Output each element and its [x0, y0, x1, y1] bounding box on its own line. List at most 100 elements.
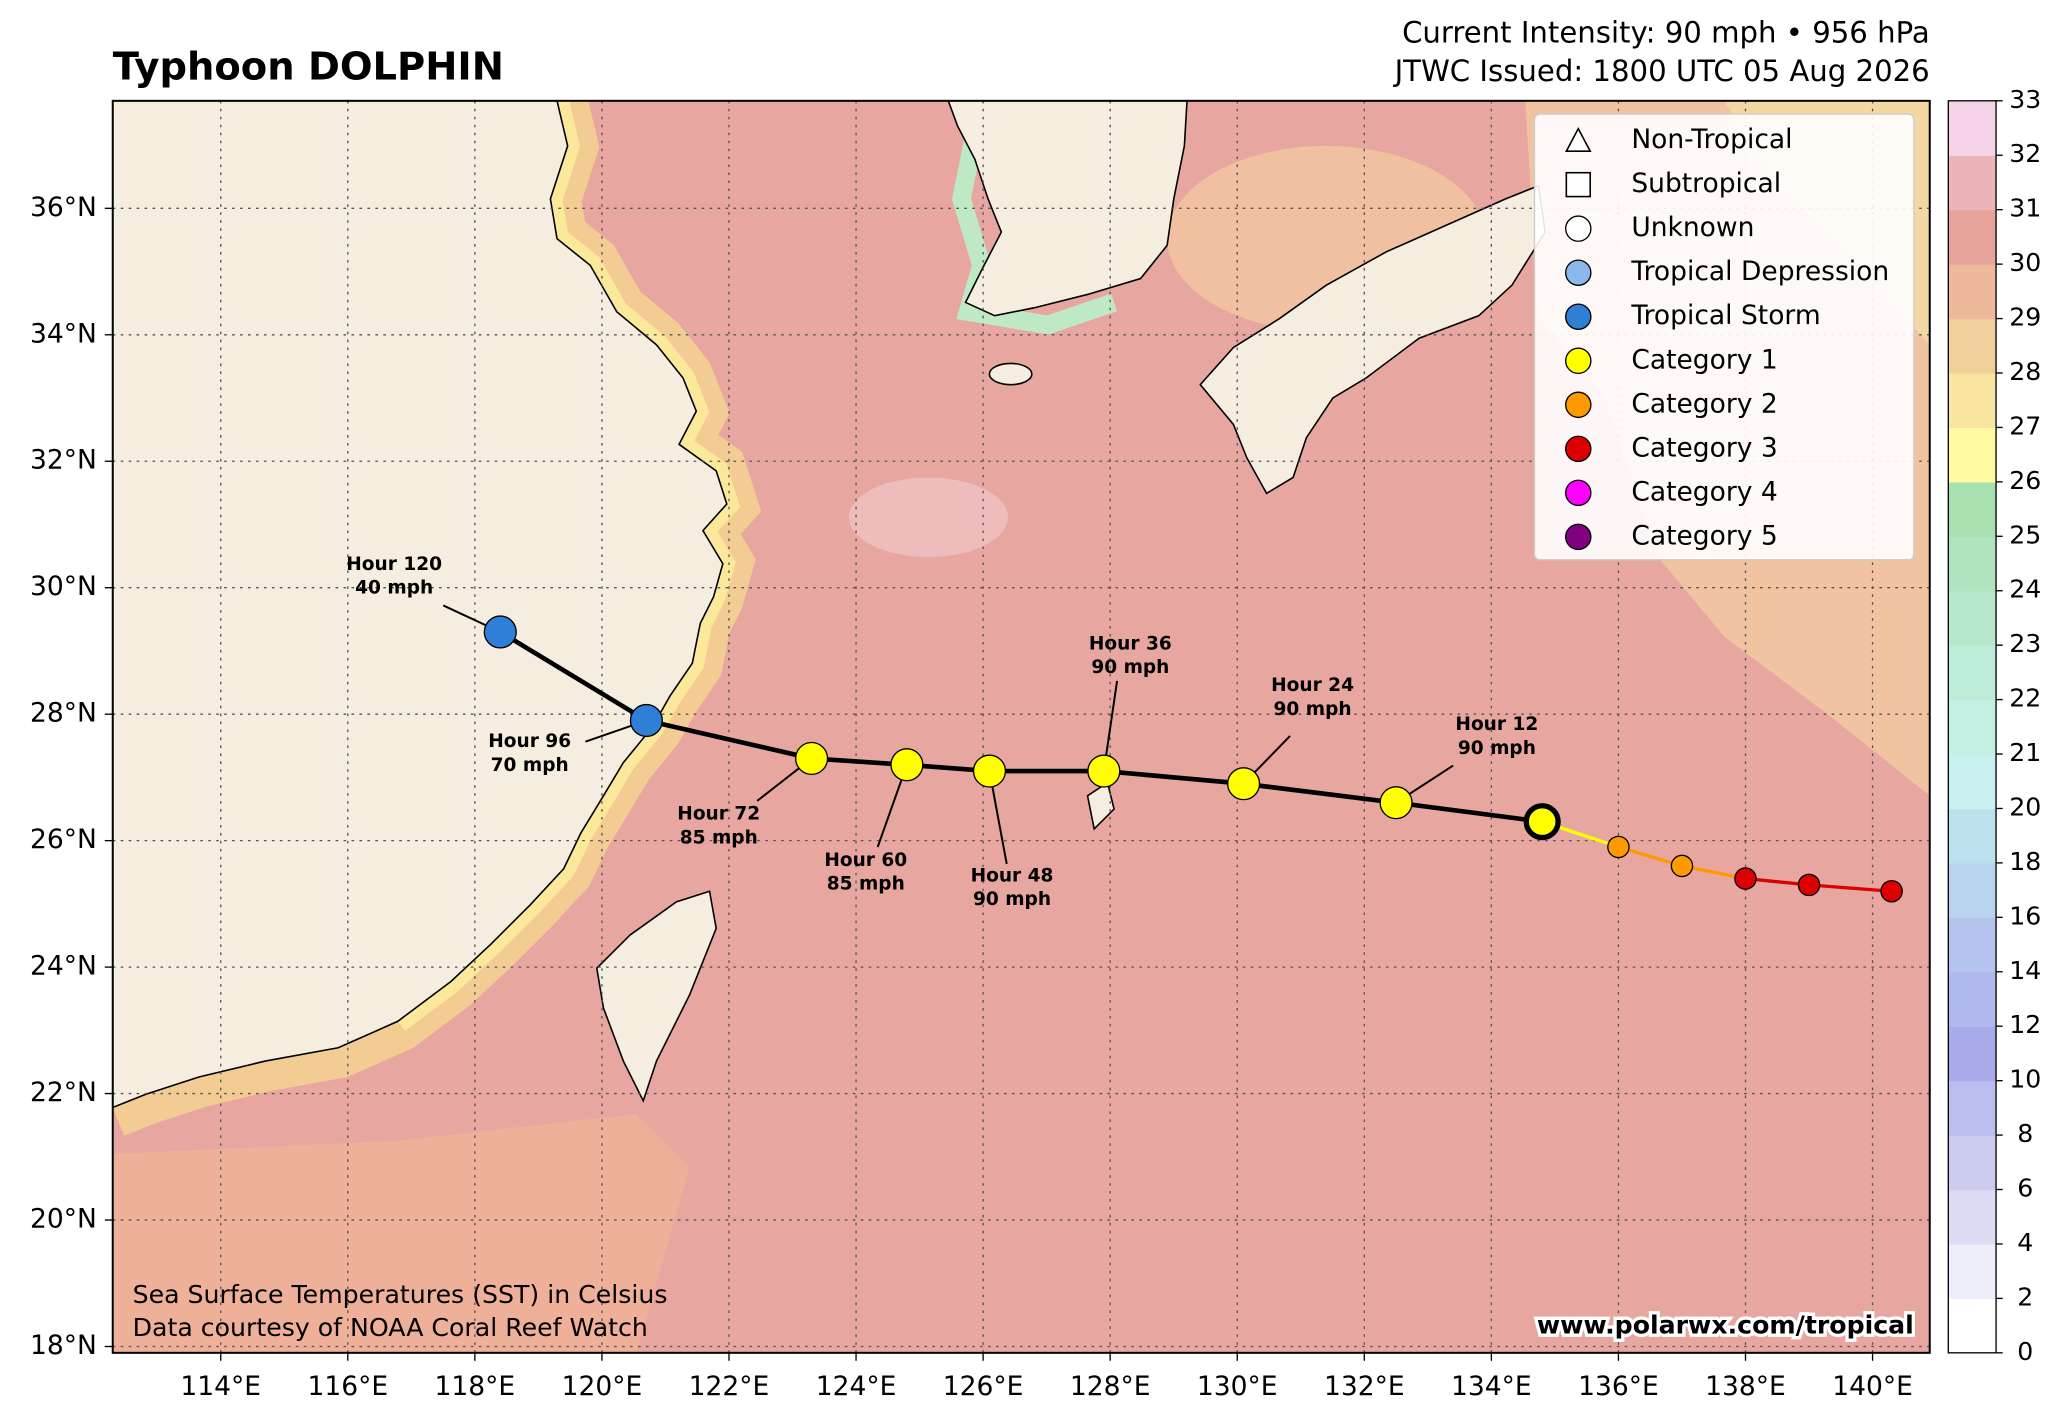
sst-patch — [848, 477, 1008, 558]
track-point — [1734, 867, 1757, 890]
track-label-hour: Hour 96 — [488, 731, 571, 752]
colorbar-tick-label: 23 — [2009, 629, 2041, 658]
lat-tick-label: 24°N — [30, 951, 97, 982]
track-point — [890, 748, 924, 782]
legend-symbol — [1565, 171, 1592, 198]
track-segment — [1807, 883, 1894, 893]
colorbar-swatch — [1948, 264, 1997, 320]
lat-tick-label: 30°N — [30, 571, 97, 602]
colorbar-tick-label: 32 — [2009, 139, 2041, 168]
track-segment — [644, 718, 814, 761]
colorbar-tick-label: 26 — [2009, 466, 2041, 495]
track-point — [1670, 854, 1694, 878]
track-label-wind: 90 mph — [973, 889, 1051, 910]
track-segment — [1393, 800, 1545, 824]
lon-tick-label: 136°E — [1578, 1371, 1659, 1402]
colorbar-swatch — [1948, 590, 1997, 646]
colorbar-tick-label: 12 — [2009, 1010, 2041, 1039]
colorbar-swatch — [1948, 645, 1997, 701]
land-jeju — [988, 362, 1033, 386]
track-segment — [1241, 781, 1399, 806]
track-label-hour: Hour 36 — [1089, 633, 1172, 654]
colorbar-frame — [1947, 100, 1997, 1354]
legend-label: Category 1 — [1631, 344, 1777, 375]
lon-tick-label: 132°E — [1324, 1371, 1405, 1402]
lon-tick-label: 128°E — [1070, 1371, 1151, 1402]
colorbar-swatch — [1948, 155, 1997, 211]
colorbar: 0246810121416182021222324252627282930313… — [1947, 85, 2041, 1366]
track-point — [1379, 786, 1413, 820]
legend-symbol — [1565, 126, 1592, 153]
lat-tick-label: 28°N — [30, 698, 97, 729]
colorbar-tick-label: 4 — [2017, 1228, 2033, 1257]
legend-symbol — [1565, 479, 1592, 507]
track-label-hour: Hour 60 — [824, 850, 907, 871]
track-point — [1880, 879, 1903, 903]
track: Hour 12 90 mph Hour 24 90 mph Hour 36 90 mph H… — [346, 554, 1903, 910]
track-label-wind: 85 mph — [827, 874, 905, 895]
track-label-hour: Hour 48 — [971, 865, 1054, 886]
colorbar-swatch — [1948, 862, 1997, 919]
colorbar-swatch — [1948, 1189, 1997, 1245]
lon-tick-label: 140°E — [1832, 1371, 1913, 1402]
track-label-wind: 85 mph — [680, 828, 758, 849]
intensity: Current Intensity: 90 mph • 956 hPa — [1402, 16, 1930, 50]
lon-tick-label: 138°E — [1705, 1371, 1786, 1402]
colorbar-swatch — [1948, 536, 1997, 592]
colorbar-tick-label: 28 — [2009, 357, 2041, 386]
lon-tick-label: 124°E — [816, 1371, 897, 1402]
colorbar-swatch — [1948, 427, 1997, 483]
legend-label: Category 4 — [1631, 476, 1777, 507]
lat-tick-label: 20°N — [30, 1204, 97, 1235]
legend-label: Subtropical — [1631, 168, 1781, 199]
land-japan — [1199, 184, 1546, 495]
lon-tick-label: 130°E — [1197, 1371, 1278, 1402]
colorbar-swatch — [1948, 699, 1997, 755]
colorbar-tick-label: 29 — [2009, 303, 2041, 332]
colorbar-tick-label: 18 — [2009, 847, 2041, 876]
legend-label: Category 2 — [1631, 388, 1777, 419]
legend-label: Category 5 — [1631, 520, 1777, 551]
land-taiwan — [595, 890, 718, 1103]
legend-symbol — [1565, 259, 1592, 286]
colorbar-tick-label: 0 — [2017, 1337, 2033, 1366]
colorbar-tick-label: 22 — [2009, 684, 2041, 713]
legend-symbol — [1565, 523, 1592, 551]
lat-tick-label: 18°N — [30, 1330, 97, 1361]
lon-tick-label: 118°E — [435, 1371, 516, 1402]
lat-tick-label: 32°N — [30, 445, 97, 476]
colorbar-swatch — [1948, 1298, 1997, 1354]
track-point — [1087, 754, 1121, 788]
track-segment — [497, 629, 649, 723]
sst-patch — [112, 1114, 690, 1353]
lat-tick-label: 36°N — [30, 192, 97, 223]
legend: Non-Tropical Subtropical Unknown Tropical D… — [1565, 124, 1889, 551]
colorbar-swatch — [1948, 481, 1997, 537]
colorbar-tick-label: 25 — [2009, 520, 2041, 549]
colorbar-swatch — [1948, 1243, 1997, 1300]
track-label-wind: 90 mph — [1274, 699, 1352, 720]
lat-tick-label: 34°N — [30, 318, 97, 349]
legend-symbol — [1565, 347, 1592, 375]
colorbar-swatch — [1948, 1135, 1997, 1191]
colorbar-swatch — [1948, 917, 1997, 973]
track-label-hour: Hour 12 — [1455, 714, 1538, 735]
colorbar-swatch — [1948, 1080, 1997, 1136]
title: Typhoon DOLPHIN — [113, 44, 504, 89]
issued: JTWC Issued: 1800 UTC 05 Aug 2026 — [1393, 54, 1930, 88]
track-point — [972, 754, 1007, 788]
track-label-wind: 70 mph — [491, 755, 569, 776]
track-label-wind: 90 mph — [1091, 657, 1169, 678]
colorbar-tick-label: 33 — [2009, 85, 2041, 114]
track-point — [1607, 835, 1630, 859]
axes: 114°E 116°E 118°E 120°E 122°E 124°E 126°E 128°E… — [30, 192, 1913, 1402]
legend-label: Category 3 — [1631, 432, 1777, 463]
legend-symbol — [1565, 303, 1592, 330]
colorbar-swatch — [1948, 1026, 1997, 1082]
lat-tick-label: 26°N — [30, 824, 97, 855]
track-point — [1227, 767, 1261, 801]
colorbar-tick-label: 31 — [2009, 194, 2041, 223]
